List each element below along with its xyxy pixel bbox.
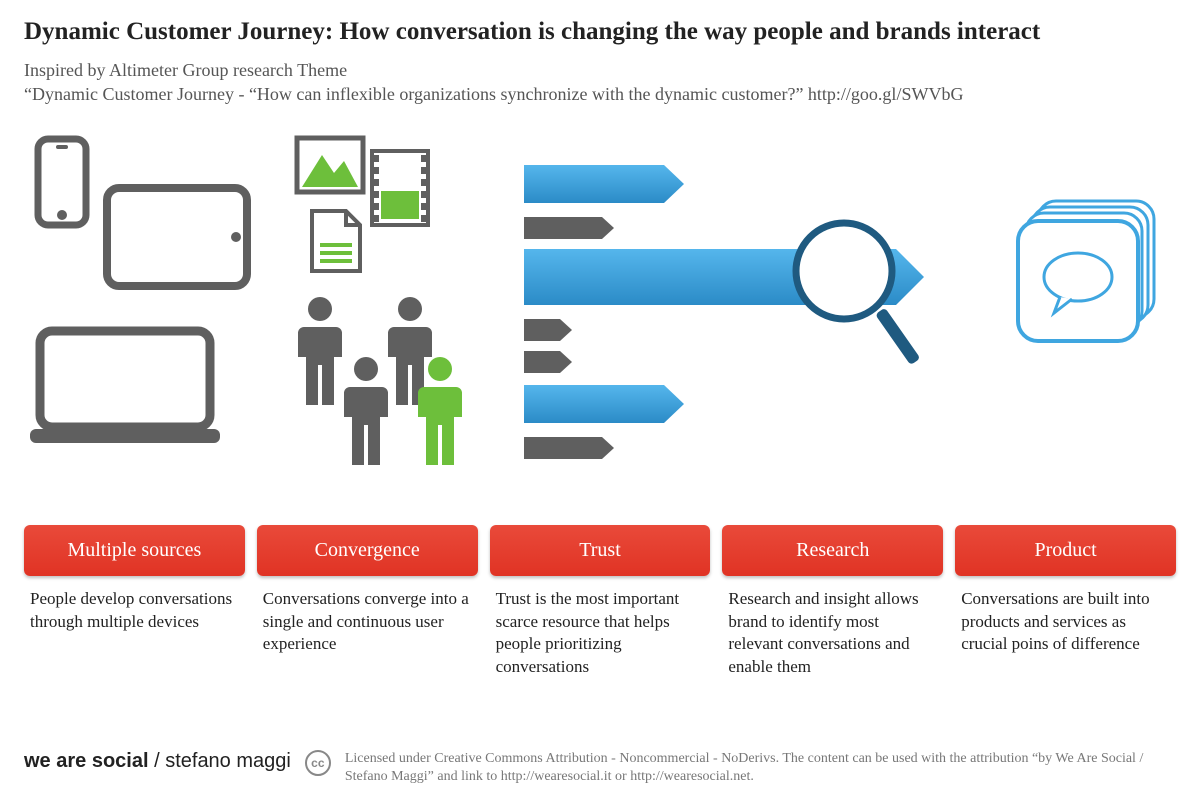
pill-product: Product	[955, 525, 1176, 576]
pill-convergence: Convergence	[257, 525, 478, 576]
film-icon	[370, 149, 430, 227]
footer-license: Licensed under Creative Commons Attribut…	[345, 750, 1176, 786]
tablet-icon	[102, 183, 252, 291]
people-icon	[288, 295, 488, 485]
col-research: Research Research and insight allows bra…	[722, 525, 943, 680]
subtitle-line1: Inspired by Altimeter Group research The…	[24, 60, 347, 80]
col-trust: Trust Trust is the most important scarce…	[490, 525, 711, 680]
col-multiple-sources: Multiple sources People develop conversa…	[24, 525, 245, 680]
pill-trust: Trust	[490, 525, 711, 576]
arrow-5	[524, 351, 572, 373]
arrow-1	[524, 165, 684, 203]
document-icon	[308, 207, 364, 275]
col-convergence: Convergence Conversations converge into …	[257, 525, 478, 680]
desc-convergence: Conversations converge into a single and…	[257, 576, 478, 657]
arrow-6	[524, 385, 684, 423]
pill-research: Research	[722, 525, 943, 576]
desc-multiple-sources: People develop conversations through mul…	[24, 576, 245, 634]
image-icon	[294, 135, 366, 195]
diagram-canvas	[24, 135, 1176, 515]
footer: we are social / stefano maggi cc License…	[24, 750, 1176, 786]
columns-row: Multiple sources People develop conversa…	[24, 525, 1176, 680]
footer-brand-bold: we are social	[24, 750, 149, 772]
arrow-4	[524, 319, 572, 341]
footer-brand: we are social / stefano maggi	[24, 750, 291, 773]
subtitle-line2: “Dynamic Customer Journey - “How can inf…	[24, 84, 963, 104]
product-cube-icon	[1014, 197, 1169, 352]
laptop-icon	[30, 325, 220, 445]
arrow-2	[524, 217, 614, 239]
desc-product: Conversations are built into products an…	[955, 576, 1176, 657]
subtitle: Inspired by Altimeter Group research The…	[24, 58, 1176, 107]
magnifier-icon	[784, 211, 944, 381]
phone-icon	[34, 135, 90, 229]
arrow-7	[524, 437, 614, 459]
page-title: Dynamic Customer Journey: How conversati…	[24, 18, 1176, 46]
cc-icon: cc	[305, 750, 331, 776]
desc-research: Research and insight allows brand to ide…	[722, 576, 943, 680]
col-product: Product Conversations are built into pro…	[955, 525, 1176, 680]
pill-multiple-sources: Multiple sources	[24, 525, 245, 576]
desc-trust: Trust is the most important scarce resou…	[490, 576, 711, 680]
footer-brand-rest: / stefano maggi	[149, 750, 291, 772]
